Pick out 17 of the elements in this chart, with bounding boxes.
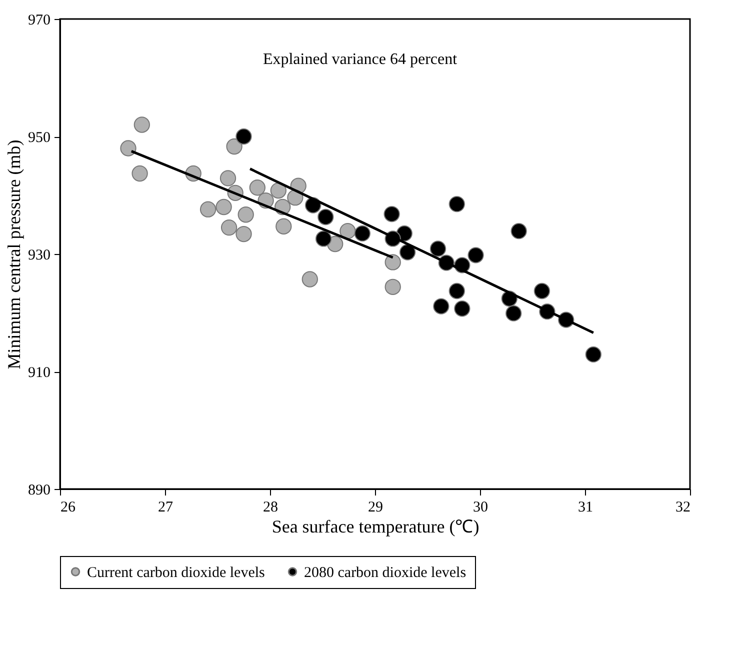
x-tick-label: 31: [578, 500, 593, 516]
x-tick-label: 29: [368, 500, 383, 516]
legend-label: 2080 carbon dioxide levels: [304, 564, 466, 581]
x-tick-label: 28: [263, 500, 278, 516]
y-axis-title: Minimum central pressure (mb): [4, 140, 24, 370]
y-tick-label: 910: [28, 365, 50, 381]
y-tick-label: 930: [28, 248, 50, 264]
x-tick-label: 26: [60, 500, 76, 516]
annotation: Explained variance 64 percent: [262, 51, 458, 68]
x-tick-label: 27: [158, 500, 174, 516]
y-tick-label: 970: [28, 12, 50, 28]
x-tick-label: 32: [676, 500, 690, 516]
x-tick-label: 30: [473, 500, 488, 516]
legend-label: Current carbon dioxide levels: [87, 564, 266, 581]
y-tick-label: 890: [28, 482, 50, 498]
y-tick-label: 950: [28, 130, 50, 146]
x-axis-title: Sea surface temperature (℃): [272, 516, 480, 536]
